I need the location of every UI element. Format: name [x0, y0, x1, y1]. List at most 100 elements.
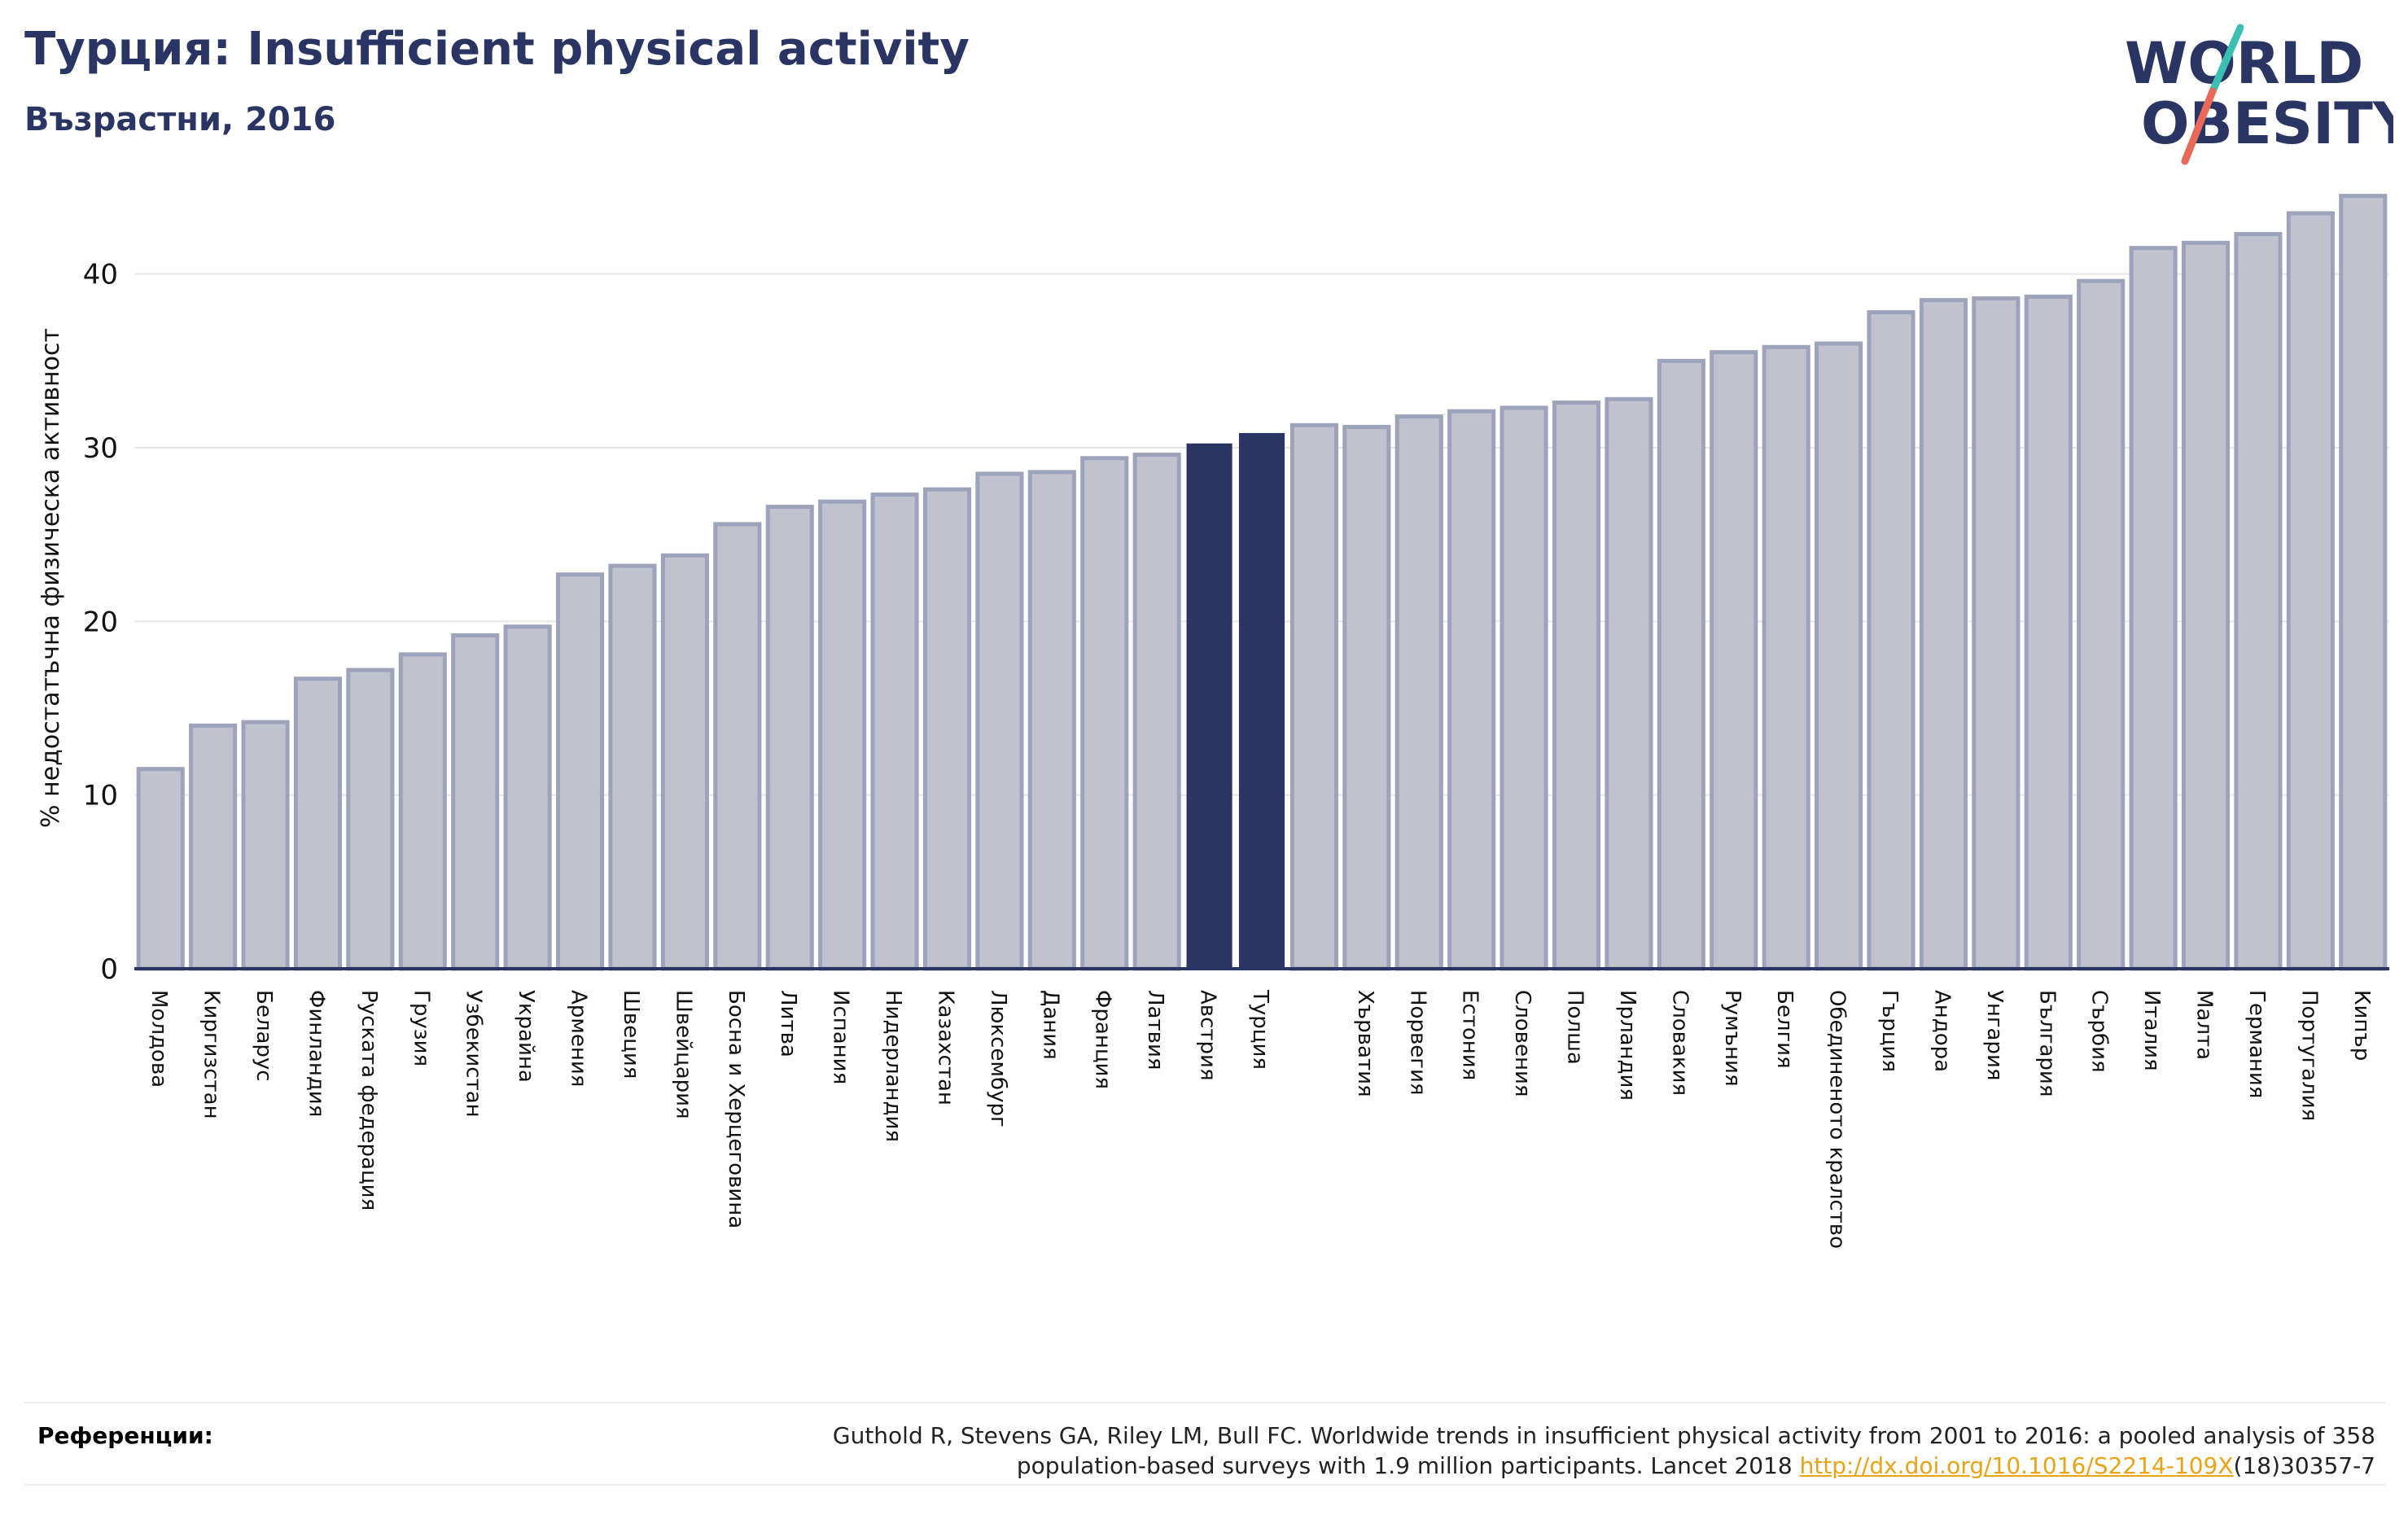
bar [975, 471, 1024, 971]
bar [1289, 422, 1338, 971]
bar [2129, 246, 2178, 971]
bar [1238, 432, 1285, 970]
x-tick-label: Обединеното кралство [1825, 990, 1850, 1249]
x-tick-label: Словакия [1667, 990, 1692, 1096]
reference-doi-link[interactable]: http://dx.doi.org/10.1016/S2214-109X [1799, 1452, 2234, 1479]
bar [556, 572, 605, 971]
x-tick-label: Германия [2244, 990, 2269, 1098]
x-tick-label: Малта [2192, 990, 2217, 1060]
bar [2024, 294, 2073, 971]
y-tick-label: 10 [83, 780, 118, 812]
x-tick-label: Руската федерация [357, 990, 381, 1211]
bar [1919, 298, 1968, 971]
x-tick-label: България [2034, 990, 2059, 1097]
x-tick-label: Грузия [409, 990, 433, 1066]
bar [2286, 211, 2335, 971]
references-label: Референции: [37, 1422, 213, 1449]
bar [1867, 310, 1915, 971]
bar [1500, 405, 1548, 971]
x-tick-label: Хърватия [1353, 990, 1377, 1097]
y-tick-label: 0 [100, 953, 118, 986]
x-tick-label: Босна и Херцеговина [724, 990, 748, 1228]
bar [870, 493, 919, 971]
reference-line-2-suffix: (18)30357-7 [2233, 1452, 2375, 1479]
chart-title: Турция: Insufficient physical activity [24, 23, 970, 76]
bar [818, 499, 867, 971]
x-tick-label: Киргизстан [199, 990, 224, 1119]
x-tick-label: Узбекистан [462, 990, 486, 1118]
bar [241, 720, 290, 971]
bar [713, 522, 762, 971]
chart-subtitle: Възрастни, 2016 [24, 101, 336, 138]
x-tick-label: Кипър [2349, 990, 2374, 1061]
bar [922, 487, 972, 971]
bar [189, 723, 238, 971]
x-tick-label: Казахстан [933, 990, 957, 1106]
bar [1972, 296, 2021, 971]
x-tick-label: Полша [1563, 990, 1587, 1065]
x-tick-label: Норвегия [1405, 990, 1429, 1095]
x-tick-label: Испания [829, 990, 853, 1084]
references-text: Guthold R, Stevens GA, Riley LM, Bull FC… [544, 1421, 2375, 1481]
bar [293, 676, 343, 971]
bar [608, 563, 657, 971]
x-tick-label: Армения [567, 990, 591, 1087]
bar [136, 767, 185, 971]
x-tick-label: Финландия [304, 990, 328, 1117]
x-tick-label: Молдова [147, 990, 171, 1088]
x-tick-label: Дания [1038, 990, 1062, 1060]
x-tick-label: Сърбия [2087, 990, 2112, 1073]
bar [503, 624, 552, 971]
bar [2339, 194, 2388, 971]
x-tick-label: Гърция [1877, 990, 1902, 1072]
bar [660, 553, 709, 971]
x-tick-label: Литва [776, 990, 800, 1057]
y-tick-label: 30 [83, 432, 118, 465]
bar [1552, 401, 1601, 971]
x-tick-label: Швеция [619, 990, 643, 1079]
x-tick-label: Словения [1510, 990, 1535, 1097]
y-tick-label: 40 [83, 259, 118, 291]
x-tick-label: Турция [1248, 989, 1272, 1070]
x-tick-label: Андора [1929, 990, 1954, 1072]
bar [346, 668, 395, 971]
x-tick-label: Естония [1458, 990, 1482, 1080]
x-tick-label: Люксембург [986, 990, 1010, 1127]
x-tick-label: Беларус [252, 990, 276, 1082]
bar [1027, 470, 1076, 971]
bar [1762, 344, 1810, 971]
bar [1657, 358, 1705, 971]
reference-line-2-prefix: population-based surveys with 1.9 millio… [1016, 1452, 1800, 1479]
logo-line1: WORLD [2125, 30, 2363, 97]
bar [451, 633, 500, 971]
bar [1447, 409, 1496, 971]
bar [1342, 424, 1391, 971]
x-tick-label: Унгария [1982, 990, 2007, 1080]
world-obesity-logo: WORLD OBESITY [2125, 24, 2393, 165]
reference-line-1: Guthold R, Stevens GA, Riley LM, Bull FC… [832, 1422, 2375, 1449]
x-tick-label: Италия [2139, 990, 2164, 1071]
x-tick-label: Португалия [2296, 990, 2321, 1121]
logo-line2: OBESITY [2141, 90, 2393, 157]
references-divider-bottom [24, 1484, 2385, 1486]
bar [398, 652, 447, 971]
bar-chart: 0 10 20 30 40 % недостатъчна физическа активн… [37, 194, 2389, 1249]
bar [2077, 278, 2126, 971]
bar [1605, 396, 1653, 971]
bar [2234, 232, 2283, 971]
x-tick-label: Румъния [1720, 990, 1745, 1087]
x-tick-label: Украйна [514, 990, 538, 1083]
x-tick-label: Белгия [1772, 990, 1797, 1069]
bar [1080, 456, 1129, 971]
x-tick-label: Ирландия [1615, 990, 1640, 1101]
bar [1132, 453, 1181, 971]
bar [765, 505, 814, 971]
bar [1710, 350, 1758, 971]
x-tick-label: Австрия [1196, 990, 1220, 1081]
bar [2181, 240, 2231, 971]
bar [1186, 443, 1232, 970]
x-tick-label: Латвия [1143, 990, 1167, 1070]
y-axis-label: % недостатъчна физическа активност [37, 328, 65, 828]
x-tick-label: Швейцария [671, 990, 695, 1119]
bar [1394, 414, 1443, 971]
